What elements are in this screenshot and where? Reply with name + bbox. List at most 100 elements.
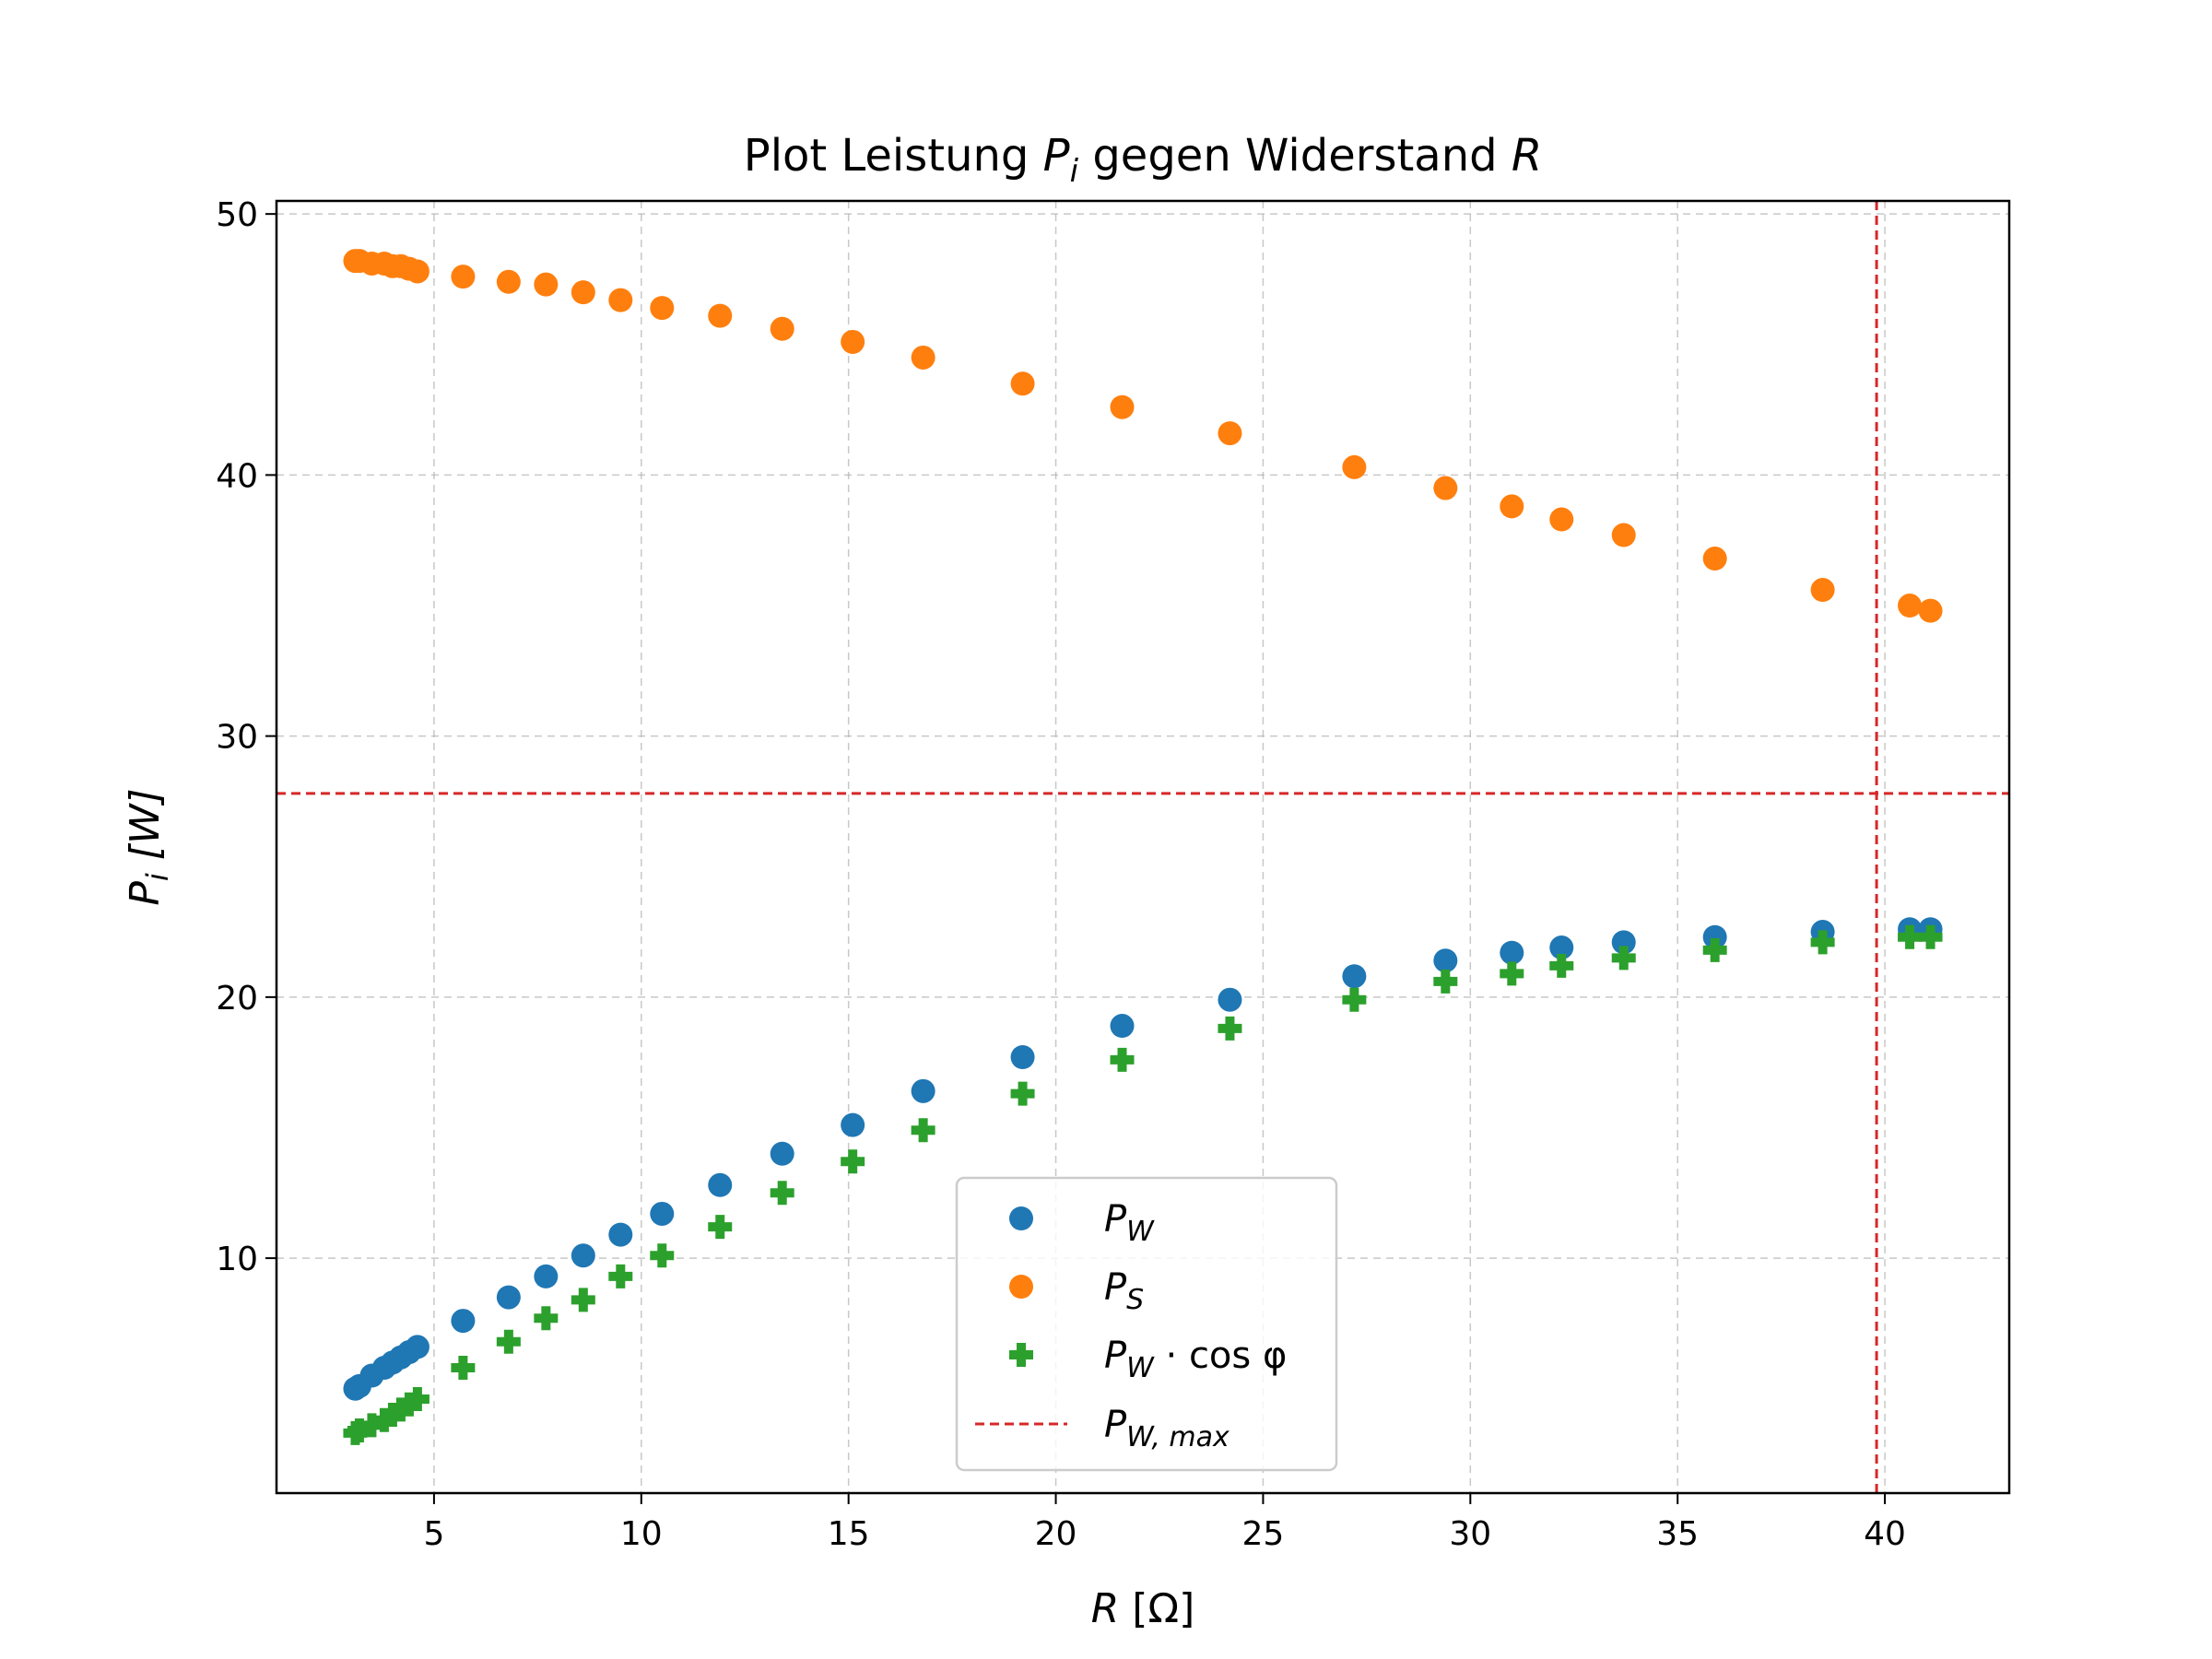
pw-cos-point: [534, 1306, 559, 1331]
ps-point: [1342, 454, 1367, 479]
pw-point: [1342, 964, 1367, 989]
pw-cos-point: [396, 1392, 421, 1417]
pw-cos-point: [347, 1418, 371, 1443]
y-tick-label: 30: [216, 719, 258, 757]
chart-title: Plot Leistung Pi gegen Widerstand R: [744, 130, 1542, 190]
y-axis-label-var: P: [122, 881, 169, 906]
ps-point: [1549, 507, 1574, 532]
pw-point: [708, 1172, 733, 1197]
ps-point: [496, 269, 521, 294]
x-axis-label: R [Ω]: [1091, 1585, 1195, 1632]
pw-point: [534, 1264, 559, 1288]
pw-cos-point: [608, 1264, 633, 1288]
pw-point: [405, 1335, 429, 1359]
y-tick-label: 10: [216, 1241, 258, 1278]
reference-lines: [276, 201, 2009, 1493]
pw-cos-point: [359, 1413, 384, 1438]
pw-point: [571, 1243, 595, 1268]
x-axis-label-var: R: [1091, 1585, 1120, 1632]
legend-marker: [1009, 1343, 1033, 1367]
ps-point: [608, 288, 633, 312]
pw-point: [1433, 948, 1458, 973]
legend-label: PW · cos φ: [1104, 1335, 1287, 1384]
y-axis-label-unit: [W]: [122, 788, 169, 873]
chart-title-var1-sub: i: [1070, 153, 1079, 190]
pw-point: [1218, 987, 1242, 1012]
pw-point: [1611, 930, 1636, 955]
y-tick-label: 50: [216, 196, 258, 234]
ps-point: [534, 272, 559, 297]
pw-cos-point: [380, 1403, 405, 1428]
pw-point: [841, 1112, 865, 1137]
pw-cos-point: [1342, 987, 1367, 1012]
y-axis-label: Pi [W]: [122, 788, 175, 905]
y-tick-label: 40: [216, 457, 258, 495]
pw-cos-point: [1500, 961, 1524, 986]
pw-point: [608, 1222, 633, 1247]
pw-point: [911, 1078, 935, 1103]
x-tick-label: 5: [423, 1515, 444, 1553]
pw-cos-point: [1549, 953, 1574, 978]
pw-point: [496, 1285, 521, 1310]
data-markers: [343, 249, 1943, 1445]
pw-cos-point: [770, 1181, 794, 1206]
legend-label: PW: [1104, 1198, 1155, 1248]
ps-point: [1010, 371, 1035, 396]
pw-cos-point: [1110, 1047, 1135, 1072]
pw-cos-point: [1433, 969, 1458, 994]
x-tick-label: 40: [1864, 1515, 1906, 1553]
ps-point: [405, 259, 429, 284]
plot-frame: [275, 199, 2011, 1495]
pw-cos-point: [371, 1407, 396, 1432]
pw-cos-point: [1702, 937, 1727, 962]
ps-point: [571, 280, 595, 305]
ps-point: [770, 316, 794, 341]
y-tick-label: 20: [216, 980, 258, 1018]
pw-cos-point: [405, 1387, 429, 1412]
legend-marker: [1009, 1206, 1033, 1230]
x-tick-label: 30: [1449, 1515, 1491, 1553]
x-tick-label: 15: [828, 1515, 870, 1553]
chart-title-var2: R: [1512, 130, 1542, 182]
ps-point: [1702, 547, 1727, 571]
pw-point: [770, 1141, 794, 1166]
pw-cos-point: [841, 1149, 865, 1174]
pw-point: [1549, 935, 1574, 960]
pw-cos-point: [388, 1397, 413, 1422]
ps-point: [1810, 578, 1835, 603]
pw-cos-point: [1810, 930, 1835, 955]
ps-point: [1218, 421, 1242, 446]
pw-cos-point: [1010, 1081, 1035, 1106]
pw-cos-point: [1898, 924, 1923, 949]
x-axis-label-unit: [Ω]: [1119, 1585, 1194, 1632]
pw-cos-point: [1611, 946, 1636, 971]
ps-point: [708, 303, 733, 328]
pw-point: [1500, 940, 1524, 965]
pw-point: [650, 1201, 675, 1226]
legend: PW PS PW · cos φ PW, max: [955, 1176, 1338, 1472]
pw-point: [451, 1309, 476, 1334]
pw-cos-point: [451, 1356, 476, 1381]
legend-label: PW, max: [1104, 1404, 1230, 1453]
x-tick-label: 10: [620, 1515, 663, 1553]
legend-label: PS: [1104, 1266, 1144, 1316]
ps-point: [841, 329, 865, 354]
axis-ticks: 5 10 15 20 25 30 35 40 10 20 30 40 50: [216, 196, 1906, 1553]
chart-title-prefix: Plot Leistung: [744, 130, 1043, 182]
pw-cos-point: [650, 1243, 675, 1268]
chart-title-middle: gegen Widerstand: [1078, 130, 1512, 182]
pw-cos-point: [911, 1118, 935, 1143]
ps-point: [1918, 598, 1943, 623]
legend-marker: [1009, 1275, 1033, 1299]
ps-point: [650, 296, 675, 321]
pw-point: [1702, 924, 1727, 949]
ps-point: [911, 345, 935, 370]
y-axis-label-sub: i: [140, 873, 175, 881]
ps-point: [451, 265, 476, 289]
ps-point: [1898, 594, 1923, 618]
ps-point: [1110, 394, 1135, 419]
x-tick-label: 20: [1035, 1515, 1077, 1553]
ps-point: [1433, 476, 1458, 500]
ps-point: [1611, 523, 1636, 547]
